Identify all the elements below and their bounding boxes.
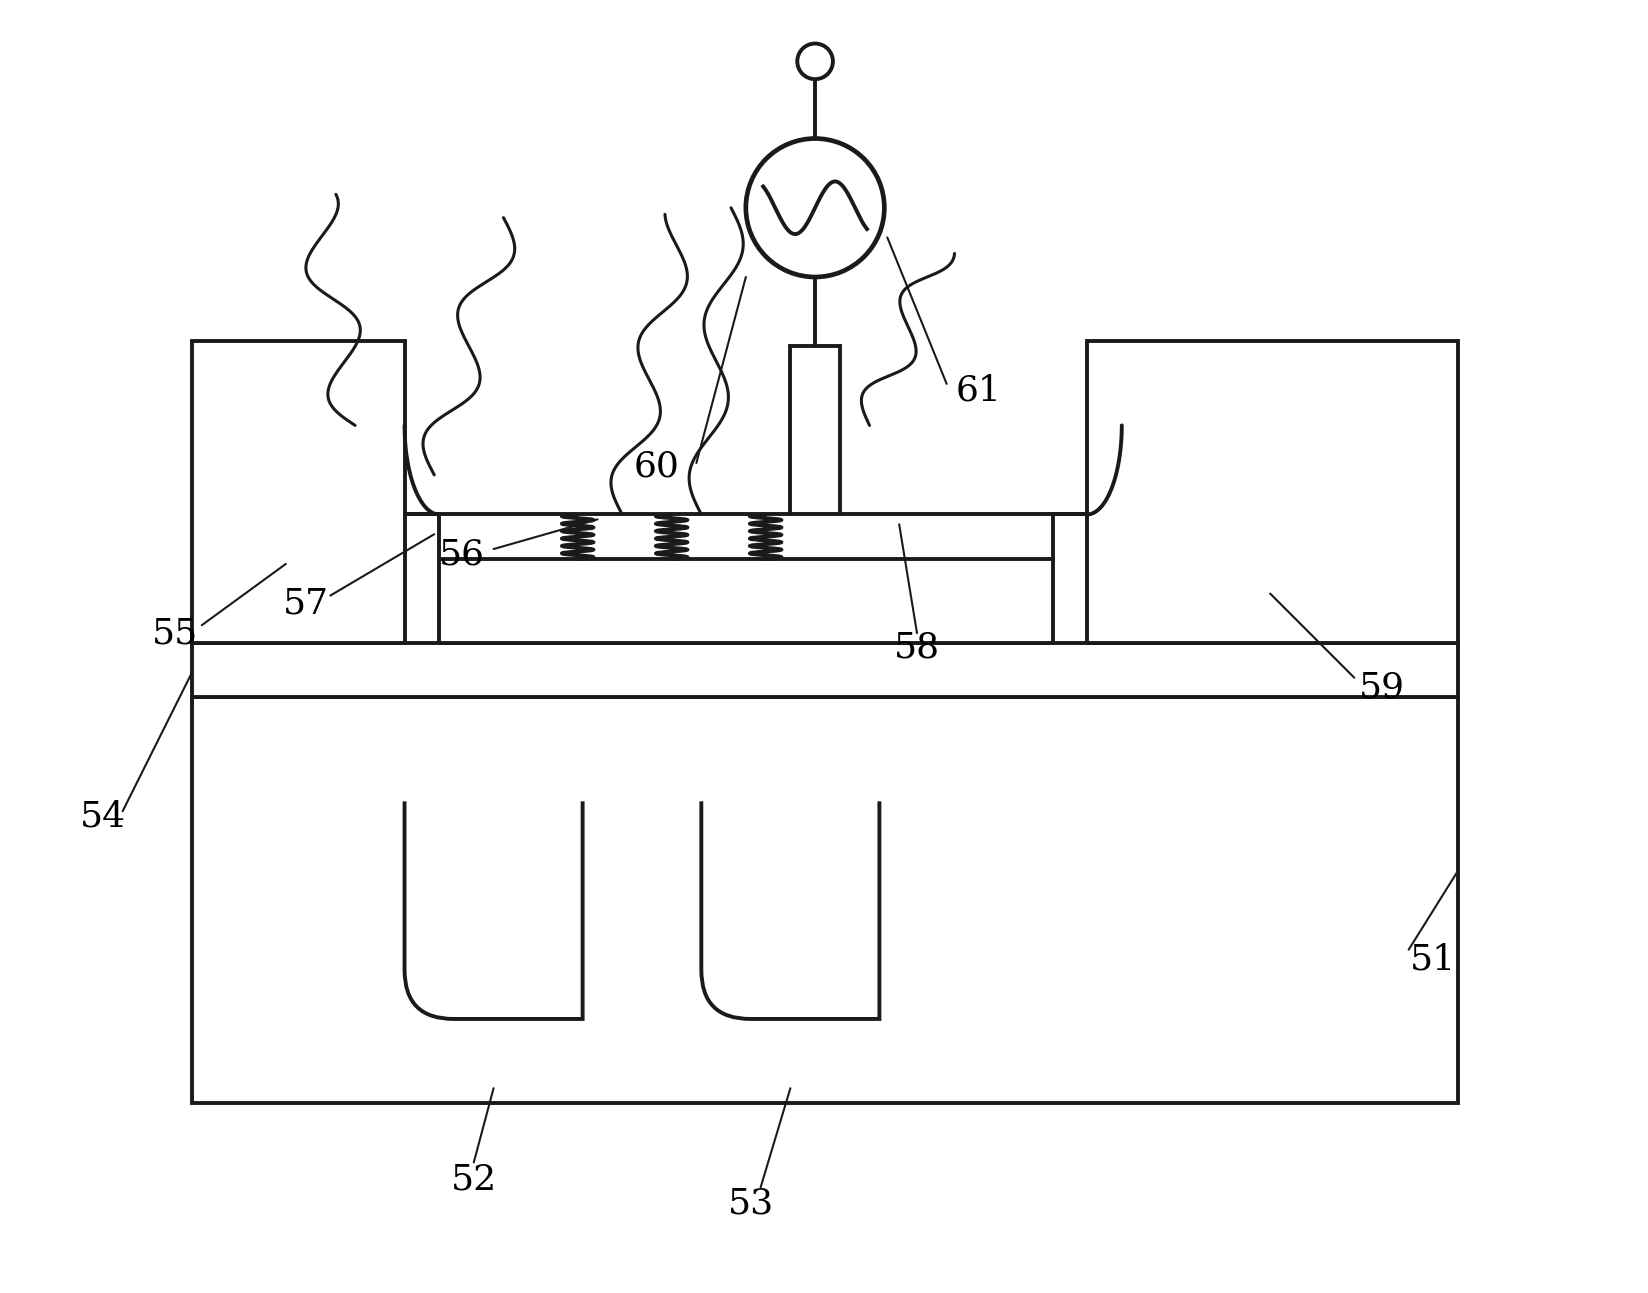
Bar	[438, 559, 1053, 643]
Text: 54: 54	[79, 799, 125, 833]
Text: 57: 57	[282, 587, 328, 621]
Bar	[791, 347, 840, 515]
Bar	[191, 697, 1458, 1103]
PathPatch shape	[404, 802, 583, 1019]
Text: 56: 56	[438, 537, 485, 572]
Bar	[191, 643, 1458, 697]
Text: 61: 61	[956, 374, 1002, 407]
Text: 60: 60	[634, 450, 679, 484]
Circle shape	[747, 138, 885, 277]
Text: 55: 55	[152, 617, 198, 650]
PathPatch shape	[702, 802, 880, 1019]
Bar	[1088, 341, 1458, 643]
Text: 51: 51	[1411, 943, 1457, 976]
Circle shape	[798, 44, 832, 79]
Text: 52: 52	[452, 1162, 496, 1196]
Text: 58: 58	[893, 631, 939, 665]
Text: 53: 53	[728, 1187, 775, 1221]
Bar	[191, 341, 404, 643]
Text: 59: 59	[1360, 671, 1406, 705]
